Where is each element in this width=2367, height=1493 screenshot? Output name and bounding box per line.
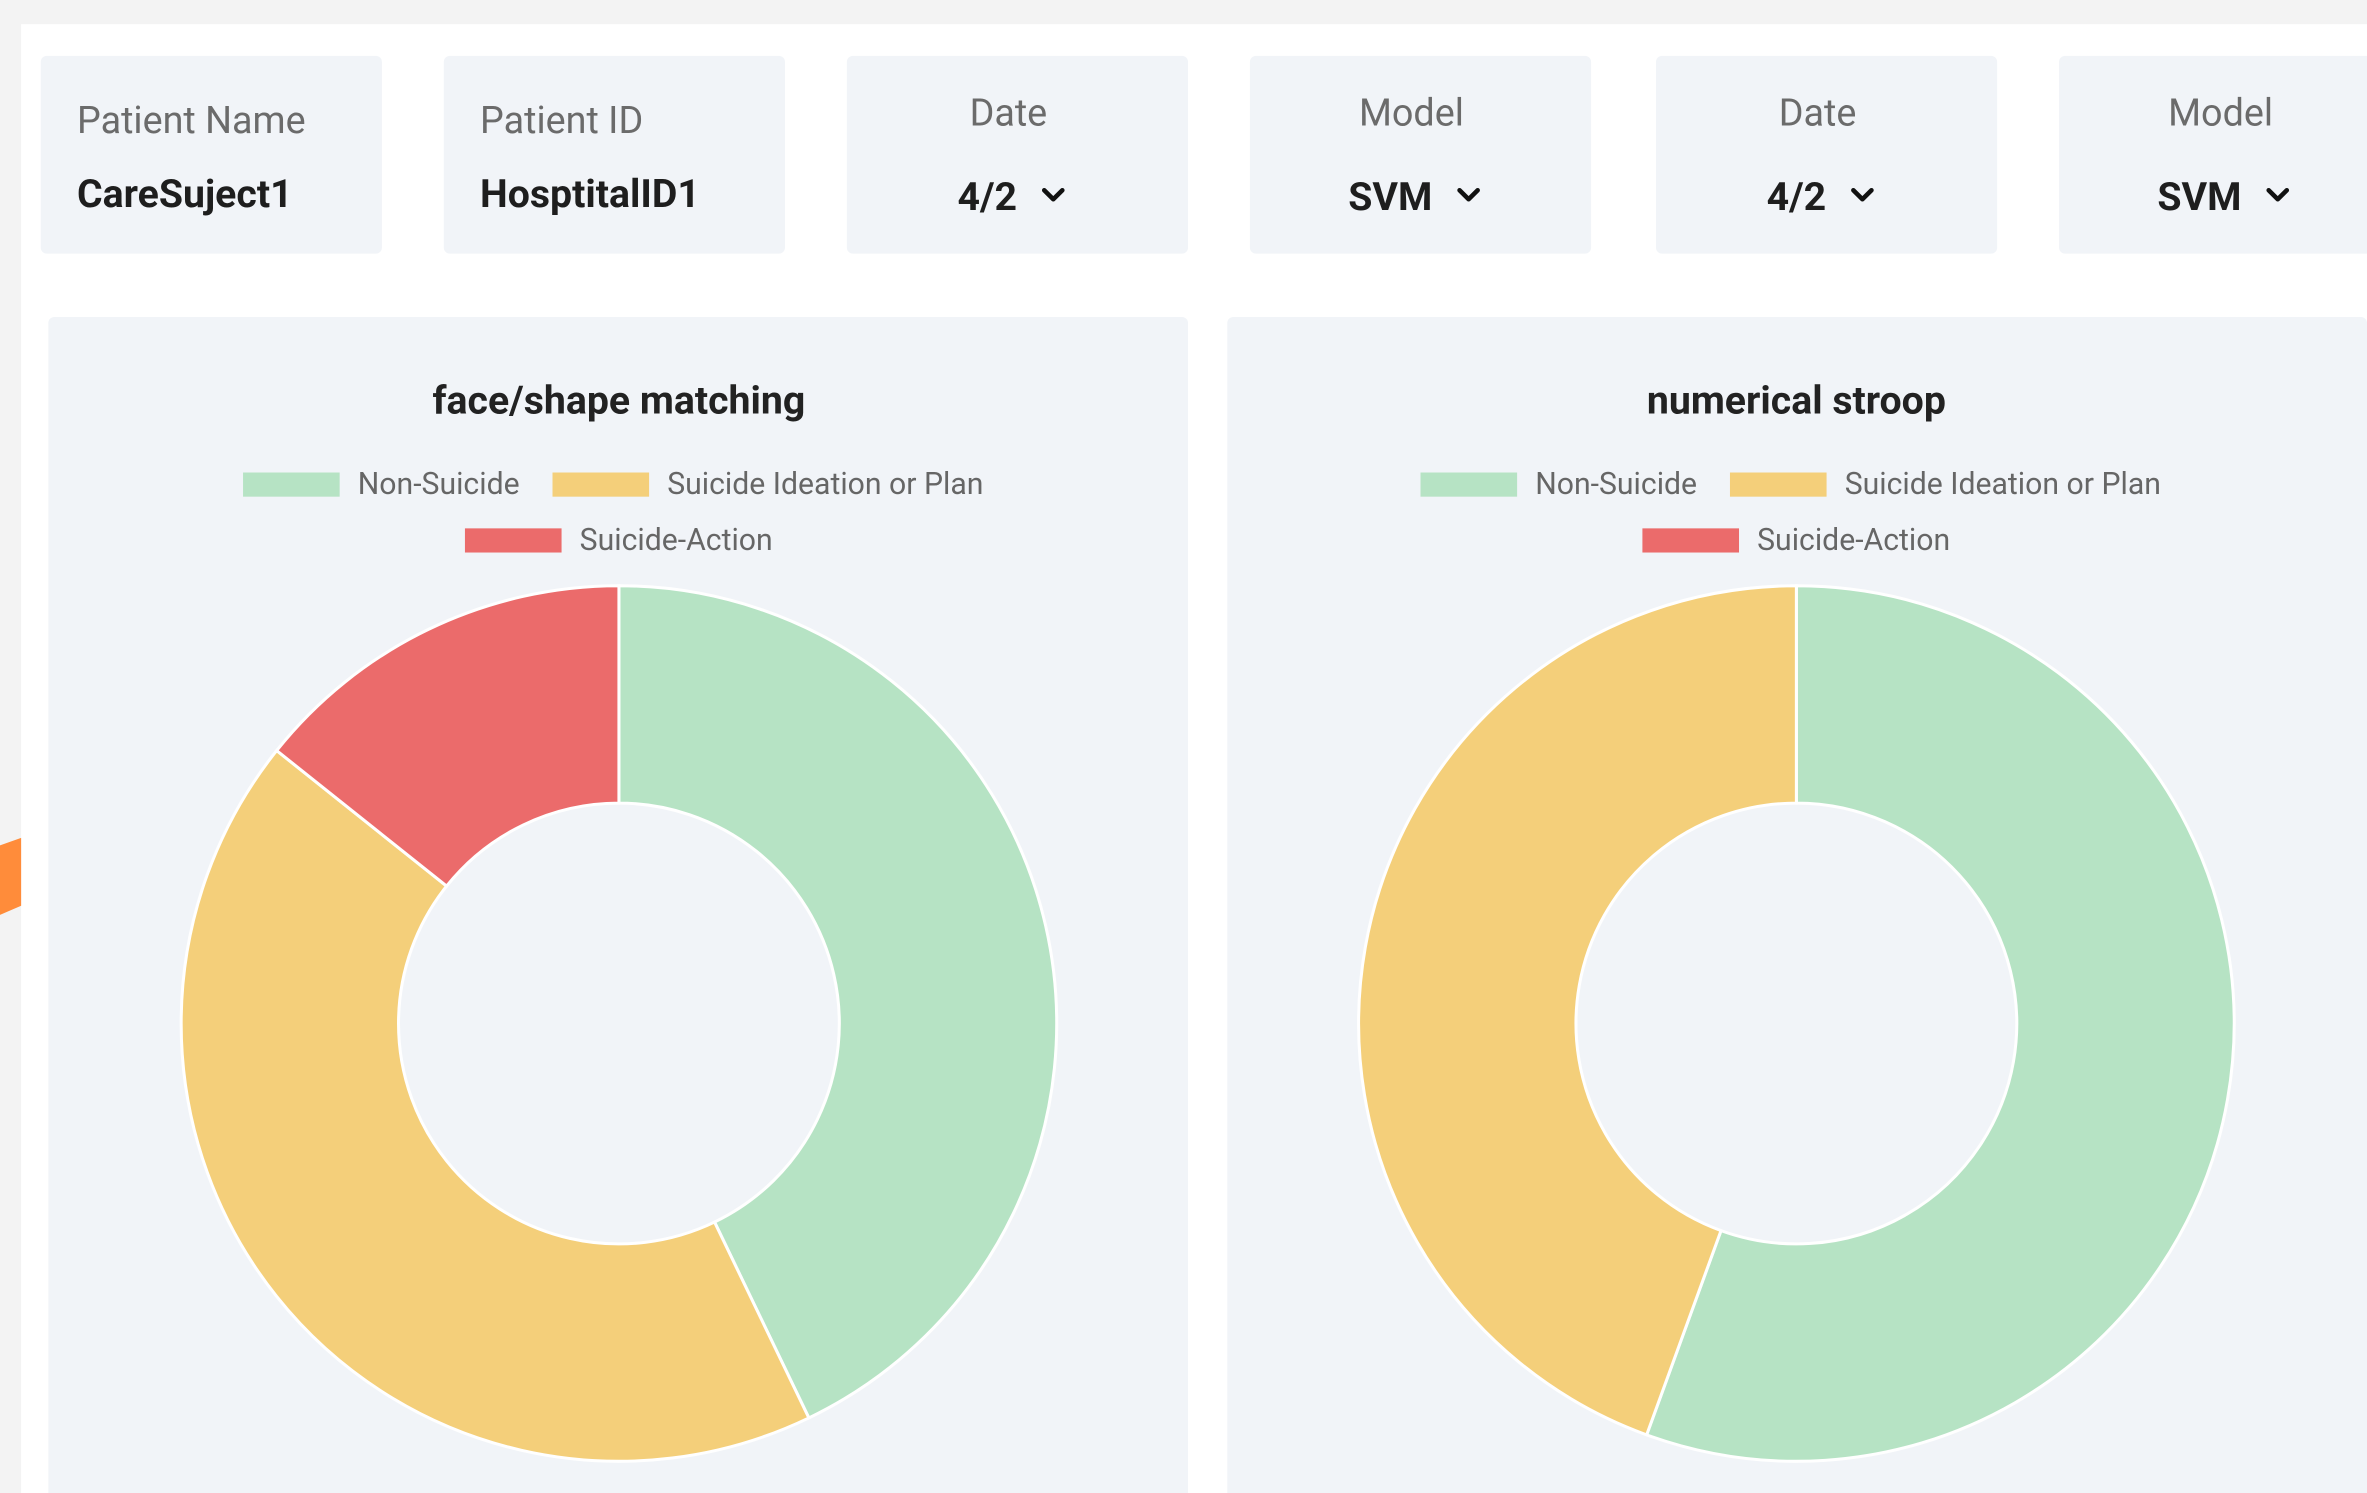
card-label: Date	[970, 91, 1048, 135]
legend-swatch	[1420, 472, 1518, 497]
chart-card: face/shape matching Non-Suicide Suicide Id…	[48, 317, 1189, 1493]
chevron-icon	[1041, 187, 1065, 202]
card-row: Patient Name CareSuject1 Patient ID Hosptit…	[40, 55, 2367, 254]
card-label: Model	[1359, 91, 1464, 135]
chevron-icon	[1457, 187, 1480, 202]
chart-card: numerical stroop Non-Suicide Suicide Ideat…	[1227, 317, 2367, 1493]
dropdown-value[interactable]: 4/2	[957, 174, 1017, 220]
chart-title: numerical stroop	[1647, 378, 1946, 424]
legend-swatch	[1642, 528, 1740, 553]
legend-label: Suicide-Action	[580, 523, 773, 558]
card-background	[846, 55, 1189, 254]
doughnut-segment	[1357, 584, 1798, 1437]
legend-label: Non-Suicide	[358, 467, 520, 502]
card-background	[1655, 55, 1998, 254]
legend-swatch	[243, 472, 340, 497]
chart-row: face/shape matching Non-Suicide Suicide Id…	[48, 317, 2367, 1493]
doughnut	[1357, 584, 2236, 1463]
card-background	[443, 55, 785, 254]
info-card: Patient ID HosptitalID1	[443, 55, 785, 254]
legend-label: Non-Suicide	[1535, 467, 1697, 502]
legend-swatch	[1729, 472, 1827, 497]
card-value: HosptitalID1	[480, 171, 700, 217]
doughnut	[179, 584, 1059, 1463]
dropdown-card[interactable]: Date 4/2	[846, 55, 1189, 254]
legend-item[interactable]: Suicide-Action	[1642, 523, 1950, 558]
legend-label: Suicide-Action	[1757, 523, 1950, 558]
info-card: Patient Name CareSuject1	[40, 55, 382, 254]
legend-label: Suicide Ideation or Plan	[1845, 467, 2161, 502]
doughnut-segment	[179, 748, 811, 1463]
dropdown-value[interactable]: SVM	[1348, 174, 1432, 220]
card-label: Model	[2168, 91, 2273, 135]
card-label: Patient Name	[77, 99, 306, 143]
card-background	[2059, 55, 2367, 254]
chevron-icon	[2266, 187, 2290, 202]
side-decoration	[0, 837, 22, 915]
card-background	[1249, 55, 1592, 254]
card-value: CareSuject1	[77, 171, 293, 217]
legend-item[interactable]: Non-Suicide	[243, 467, 520, 502]
dropdown-card[interactable]: Model SVM	[1249, 55, 1592, 254]
legend-item[interactable]: Suicide Ideation or Plan	[1729, 467, 2161, 502]
legend-item[interactable]: Suicide Ideation or Plan	[552, 467, 984, 502]
dropdown-value[interactable]: SVM	[2157, 174, 2241, 220]
legend-swatch	[552, 472, 650, 497]
doughnut-segment	[274, 584, 621, 889]
legend-item[interactable]: Suicide-Action	[464, 523, 773, 558]
card-background	[40, 55, 382, 254]
doughnut-segment	[1644, 584, 2236, 1463]
chart-title: face/shape matching	[433, 378, 806, 424]
legend-item[interactable]: Non-Suicide	[1420, 467, 1698, 502]
card-label: Patient ID	[480, 99, 643, 143]
chevron-icon	[1851, 187, 1874, 202]
legend-label: Suicide Ideation or Plan	[667, 467, 983, 502]
card-label: Date	[1779, 91, 1857, 135]
dropdown-card[interactable]: Date 4/2	[1655, 55, 1998, 254]
dropdown-value[interactable]: 4/2	[1767, 174, 1827, 220]
doughnut-segment	[617, 584, 1059, 1420]
dropdown-card[interactable]: Model SVM	[2059, 55, 2367, 254]
legend-swatch	[464, 528, 562, 553]
